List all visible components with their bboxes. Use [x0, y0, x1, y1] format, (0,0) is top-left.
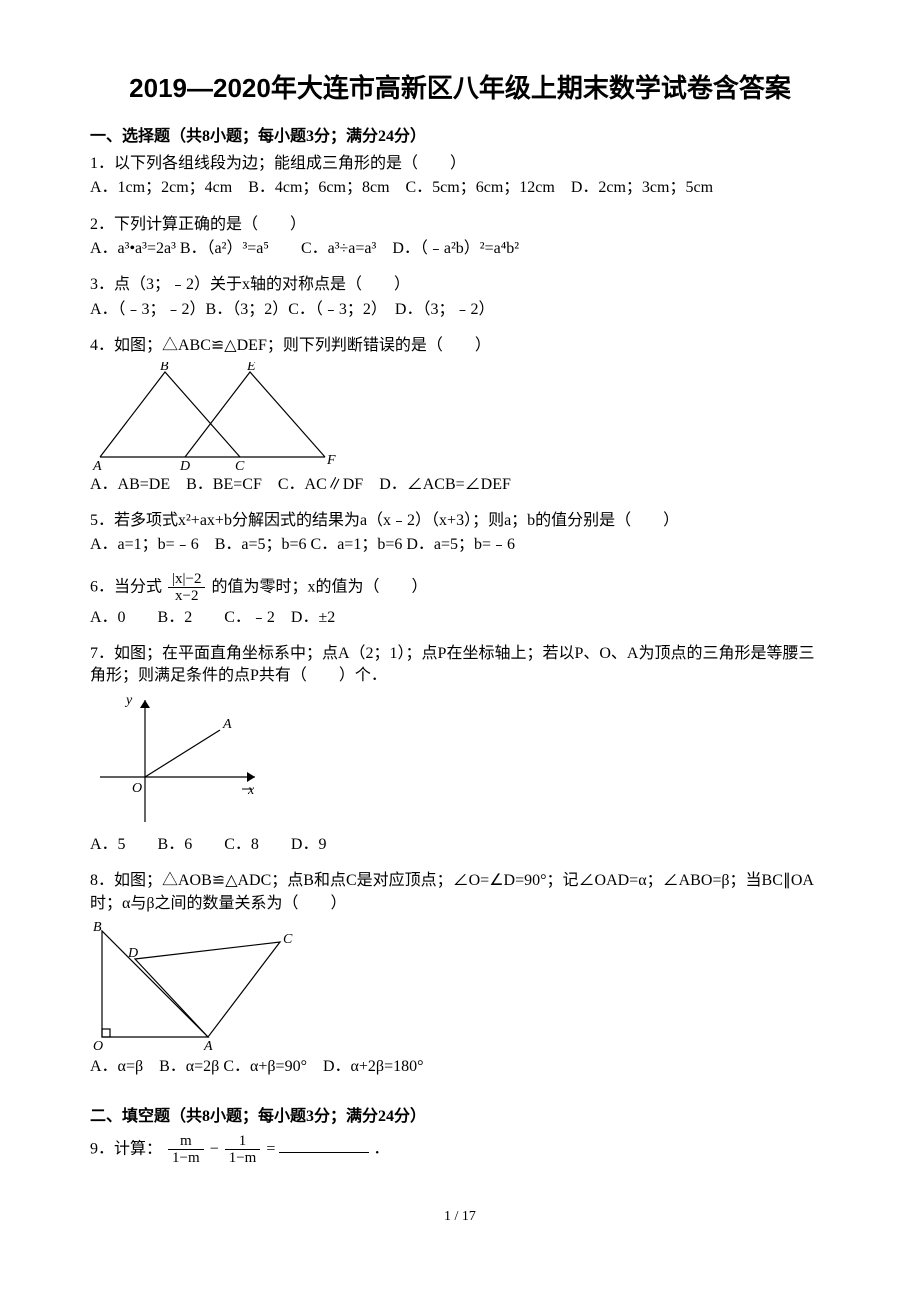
q1-options: A．1cm；2cm；4cm B．4cm；6cm；8cm C．5cm；6cm；12… — [90, 177, 830, 199]
q9-frac2-den: 1−m — [225, 1150, 261, 1167]
q6-stem-post: 的值为零时；x的值为（ ） — [211, 578, 427, 595]
q4-label-C: C — [235, 459, 245, 472]
q4-label-E: E — [246, 362, 256, 374]
q7-label-y: y — [124, 693, 133, 708]
q8-label-O: O — [93, 1039, 103, 1054]
q6-frac-num: |x|−2 — [168, 571, 205, 589]
q5-options: A．a=1；b=﹣6 B．a=5；b=6 C．a=1；b=6 D．a=5；b=﹣… — [90, 534, 830, 556]
q8-label-A: A — [203, 1039, 213, 1054]
q9-eq: = — [266, 1140, 275, 1157]
q4-label-B: B — [160, 362, 169, 374]
q9-frac2: 1 1−m — [225, 1133, 261, 1167]
q7-figure: y x O A — [90, 692, 270, 832]
q7-options: A．5 B．6 C．8 D．9 — [90, 834, 830, 856]
q3-options: A．（﹣3；﹣2）B．（3；2）C．（﹣3；2） D．（3；﹣2） — [90, 299, 830, 321]
q9-frac1: m 1−m — [168, 1133, 204, 1167]
q4-label-A: A — [92, 459, 102, 472]
q6-stem: 6．当分式 |x|−2 x−2 的值为零时；x的值为（ ） — [90, 571, 830, 605]
page-title: 2019—2020年大连市高新区八年级上期末数学试卷含答案 — [90, 70, 830, 106]
section1-heading: 一、选择题（共8小题；每小题3分；满分24分） — [90, 126, 830, 148]
q9-frac1-den: 1−m — [168, 1150, 204, 1167]
q6-options: A．0 B．2 C．﹣2 D．±2 — [90, 607, 830, 629]
q4-label-D: D — [179, 459, 190, 472]
q8-label-C: C — [283, 932, 293, 947]
q1-stem: 1．以下列各组线段为边；能组成三角形的是（ ） — [90, 153, 830, 175]
q7-stem: 7．如图；在平面直角坐标系中；点A（2；1）；点P在坐标轴上；若以P、O、A为顶… — [90, 643, 830, 688]
q4-figure: A B C D E F — [90, 362, 340, 472]
q3-stem: 3．点（3；﹣2）关于x轴的对称点是（ ） — [90, 274, 830, 296]
q7-label-x: x — [247, 783, 255, 798]
q6-stem-pre: 6．当分式 — [90, 578, 162, 595]
q9-blank — [279, 1136, 369, 1153]
q9-minus: − — [210, 1140, 219, 1157]
q2-options: A．a³•a³=2a³ B．（a²）³=a⁵ C．a³÷a=a³ D．（﹣a²b… — [90, 238, 830, 260]
q5-stem: 5．若多项式x²+ax+b分解因式的结果为a（x﹣2）（x+3）；则a；b的值分… — [90, 510, 830, 532]
q2-stem: 2．下列计算正确的是（ ） — [90, 214, 830, 236]
q6-fraction: |x|−2 x−2 — [168, 571, 205, 605]
section2-heading: 二、填空题（共8小题；每小题3分；满分24分） — [90, 1106, 830, 1128]
q8-options: A．α=β B．α=2β C．α+β=90° D．α+2β=180° — [90, 1056, 830, 1078]
q9-frac2-num: 1 — [225, 1133, 261, 1151]
q4-options: A．AB=DE B．BE=CF C．AC∥DF D．∠ACB=∠DEF — [90, 474, 830, 496]
q8-figure: O B A D C — [90, 919, 300, 1054]
q4-label-F: F — [326, 453, 336, 468]
q8-label-D: D — [127, 946, 138, 961]
q8-stem: 8．如图；△AOB≌△ADC；点B和点C是对应顶点；∠O=∠D=90°；记∠OA… — [90, 870, 830, 915]
q4-stem: 4．如图；△ABC≌△DEF；则下列判断错误的是（ ） — [90, 335, 830, 357]
page-footer: 1 / 17 — [90, 1207, 830, 1227]
q7-label-A: A — [222, 717, 232, 732]
q6-frac-den: x−2 — [168, 588, 205, 605]
q9-frac1-num: m — [168, 1133, 204, 1151]
q9-post: ． — [373, 1140, 389, 1157]
q8-label-B: B — [93, 920, 102, 935]
q9-pre: 9．计算： — [90, 1140, 162, 1157]
q9-stem: 9．计算： m 1−m − 1 1−m = ． — [90, 1133, 830, 1167]
q7-label-O: O — [132, 781, 142, 796]
